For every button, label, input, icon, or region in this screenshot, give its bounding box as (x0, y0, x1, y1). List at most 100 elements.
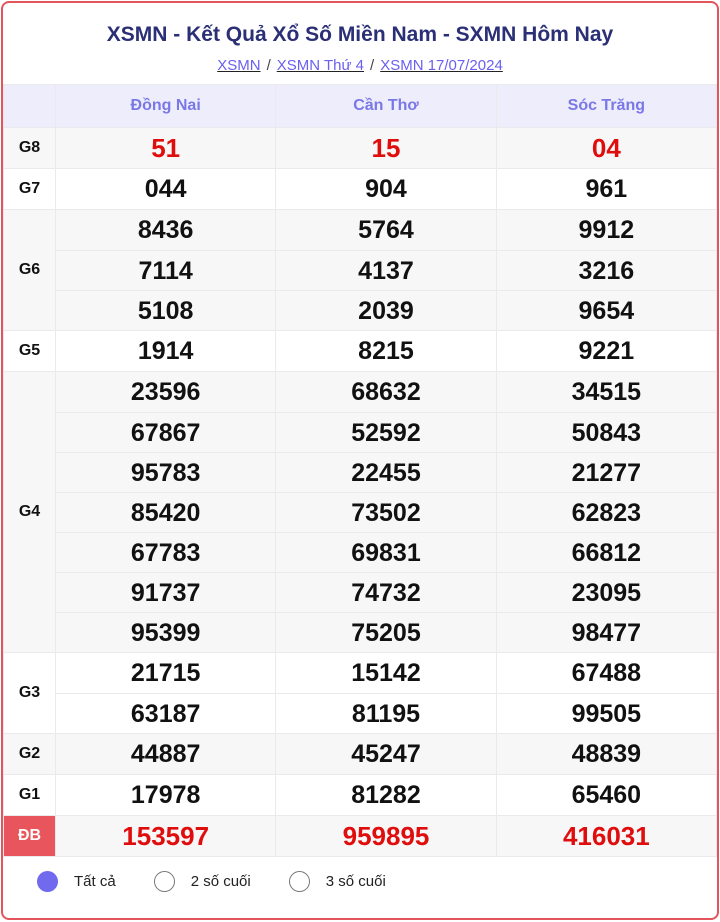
result-cell: 51 (54, 127, 277, 169)
result-cell: 23596 67867 95783 85420 67783 91737 95399 (54, 371, 277, 653)
filter-option-label: Tất cả (74, 873, 116, 890)
result-cell: 9221 (495, 330, 717, 372)
results-table: Đồng Nai Cần Thơ Sóc Trăng G8 51 15 04 G7 044… (3, 84, 717, 857)
prize-row: G3 21715 63187 15142 81195 67488 99505 (3, 652, 717, 734)
page-title: XSMN - Kết Quả Xổ Số Miền Nam - SXMN Hôm… (106, 23, 614, 46)
result-cell: 15 (275, 127, 497, 169)
result-number: 3216 (496, 250, 716, 290)
breadcrumb-separator: / (266, 57, 271, 74)
result-number: 5764 (358, 216, 414, 244)
prize-row: G5 1914 8215 9221 (3, 330, 717, 372)
prize-row: G8 51 15 04 (3, 127, 717, 169)
prize-label: G1 (3, 774, 56, 816)
result-cell: 81282 (275, 774, 497, 816)
filter-option[interactable]: Tất cả (37, 871, 116, 892)
corner-cell (3, 84, 56, 128)
result-number: 416031 (562, 821, 650, 851)
result-number: 21715 (130, 659, 201, 687)
prize-row: G1 17978 81282 65460 (3, 774, 717, 816)
result-number: 95399 (56, 612, 276, 652)
result-number: 1914 (137, 337, 194, 365)
result-cell: 8436 7114 5108 (54, 209, 277, 331)
result-number: 50843 (496, 412, 716, 452)
result-number: 81282 (351, 781, 421, 809)
result-number: 95783 (56, 452, 276, 492)
radio-button[interactable] (153, 871, 175, 892)
result-number: 73502 (276, 492, 496, 532)
result-number: 98477 (496, 612, 716, 652)
prize-row: ĐB 153597 959895 416031 (3, 815, 717, 857)
result-number: 17978 (130, 781, 201, 809)
result-number: 67783 (56, 532, 276, 572)
result-number: 52592 (276, 412, 496, 452)
province-header: Sóc Trăng (495, 84, 717, 128)
result-number: 961 (585, 175, 628, 203)
breadcrumb-separator: / (370, 57, 375, 74)
result-number: 15142 (351, 659, 421, 687)
result-number: 153597 (122, 821, 210, 851)
result-cell: 44887 (54, 733, 277, 775)
result-number: 21277 (496, 452, 716, 492)
result-cell: 34515 50843 21277 62823 66812 23095 98477 (495, 371, 717, 653)
result-cell: 8215 (275, 330, 497, 372)
result-number: 8215 (358, 337, 414, 365)
breadcrumb-xsmn[interactable]: XSMN (217, 57, 261, 74)
result-cell: 153597 (54, 815, 277, 857)
breadcrumb-weekday[interactable]: XSMN Thứ 4 (276, 57, 365, 74)
prize-label: G6 (3, 209, 56, 331)
result-number: 9912 (578, 216, 635, 244)
prize-row: G4 23596 67867 95783 85420 67783 91737 95399 686… (3, 371, 717, 653)
result-cell: 15142 81195 (275, 652, 497, 734)
result-cell: 04 (495, 127, 717, 169)
result-number: 9654 (496, 290, 716, 330)
result-number: 99505 (496, 693, 716, 733)
digit-filter: Tất cả 2 số cuối 3 số cuối (37, 871, 424, 892)
result-cell: 044 (54, 168, 277, 210)
filter-option[interactable]: 2 số cuối (153, 871, 251, 892)
result-number: 9221 (578, 337, 635, 365)
result-number: 81195 (276, 693, 496, 733)
result-number: 22455 (276, 452, 496, 492)
province-header: Đồng Nai (54, 84, 277, 128)
result-cell: 48839 (495, 733, 717, 775)
result-number: 04 (591, 133, 621, 163)
result-number: 7114 (56, 250, 276, 290)
result-number: 4137 (276, 250, 496, 290)
result-number: 62823 (496, 492, 716, 532)
result-number: 45247 (351, 740, 421, 768)
filter-option[interactable]: 3 số cuối (288, 871, 386, 892)
result-number: 48839 (571, 740, 642, 768)
prize-row: G2 44887 45247 48839 (3, 733, 717, 775)
result-number: 85420 (56, 492, 276, 532)
result-cell: 68632 52592 22455 73502 69831 74732 75205 (275, 371, 497, 653)
breadcrumb-date[interactable]: XSMN 17/07/2024 (380, 57, 503, 74)
result-cell: 17978 (54, 774, 277, 816)
result-cell: 5764 4137 2039 (275, 209, 497, 331)
result-number: 91737 (56, 572, 276, 612)
prize-row: G6 8436 7114 5108 5764 4137 2039 9912 3216 9654 (3, 209, 717, 331)
result-number: 51 (151, 133, 181, 163)
result-cell: 416031 (495, 815, 717, 857)
result-cell: 21715 63187 (54, 652, 277, 734)
radio-button[interactable] (288, 871, 310, 892)
prize-label: ĐB (3, 815, 56, 857)
filter-option-label: 2 số cuối (190, 873, 251, 890)
radio-button[interactable] (37, 871, 58, 892)
filter-option-label: 3 số cuối (325, 873, 386, 890)
result-cell: 904 (275, 168, 497, 210)
result-number: 67488 (571, 659, 642, 687)
result-number: 66812 (496, 532, 716, 572)
result-number: 2039 (276, 290, 496, 330)
result-number: 23596 (130, 378, 201, 406)
result-number: 8436 (137, 216, 194, 244)
result-number: 75205 (276, 612, 496, 652)
result-number: 74732 (276, 572, 496, 612)
result-cell: 959895 (275, 815, 497, 857)
result-number: 904 (365, 175, 407, 203)
result-number: 65460 (571, 781, 642, 809)
result-cell: 45247 (275, 733, 497, 775)
result-number: 5108 (56, 290, 276, 330)
result-number: 67867 (56, 412, 276, 452)
prize-label: G8 (3, 127, 56, 169)
result-number: 15 (371, 133, 401, 163)
